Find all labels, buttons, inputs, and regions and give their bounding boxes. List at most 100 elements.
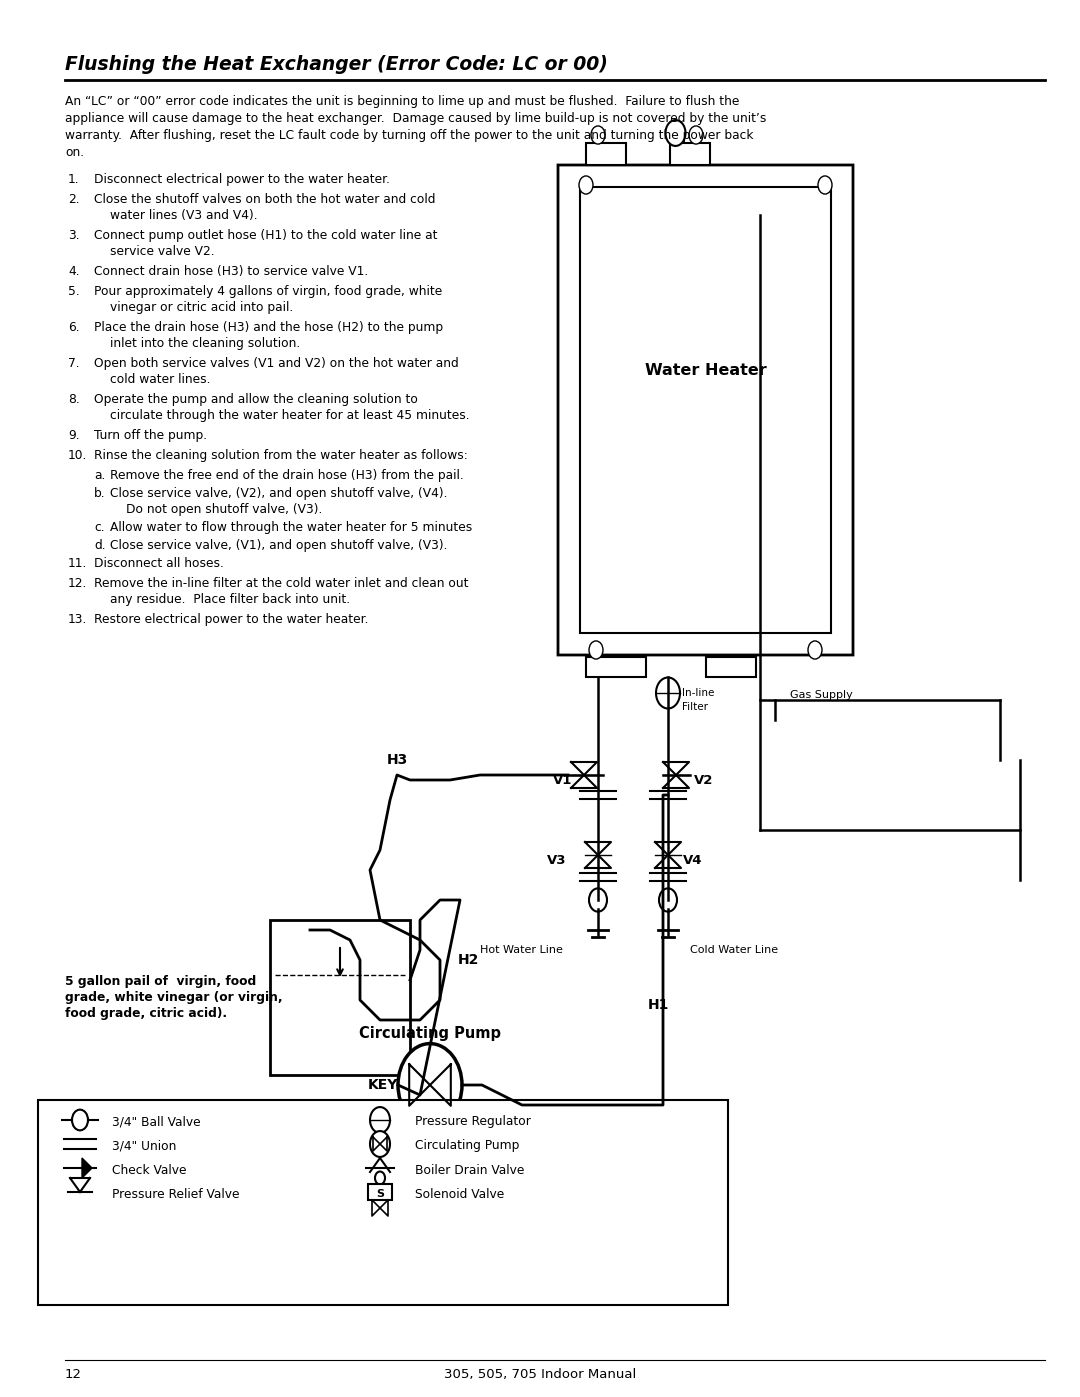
Text: Circulating Pump: Circulating Pump [415, 1140, 519, 1153]
Text: V4: V4 [683, 854, 702, 866]
Text: Connect pump outlet hose (H1) to the cold water line at: Connect pump outlet hose (H1) to the col… [94, 229, 437, 242]
Bar [586, 657, 646, 678]
Text: d.: d. [94, 539, 106, 552]
Bar [580, 187, 831, 633]
Text: 3/4" Union: 3/4" Union [112, 1140, 176, 1153]
Text: Boiler Drain Valve: Boiler Drain Valve [415, 1164, 525, 1176]
Text: Pour approximately 4 gallons of virgin, food grade, white: Pour approximately 4 gallons of virgin, … [94, 285, 442, 298]
Text: V1: V1 [553, 774, 572, 787]
Text: Close the shutoff valves on both the hot water and cold: Close the shutoff valves on both the hot… [94, 193, 435, 205]
Text: Do not open shutoff valve, (V3).: Do not open shutoff valve, (V3). [126, 503, 322, 515]
Text: circulate through the water heater for at least 45 minutes.: circulate through the water heater for a… [110, 409, 470, 422]
Circle shape [665, 120, 686, 145]
Polygon shape [82, 1158, 92, 1178]
Circle shape [589, 641, 603, 659]
Text: Water Heater: Water Heater [645, 363, 767, 379]
Bar [368, 1185, 392, 1200]
Text: vinegar or citric acid into pail.: vinegar or citric acid into pail. [110, 300, 294, 314]
Text: H1: H1 [648, 997, 670, 1011]
Text: Close service valve, (V1), and open shutoff valve, (V3).: Close service valve, (V1), and open shut… [110, 539, 447, 552]
Text: 3/4" Ball Valve: 3/4" Ball Valve [112, 1115, 201, 1129]
Text: appliance will cause damage to the heat exchanger.  Damage caused by lime build-: appliance will cause damage to the heat … [65, 112, 767, 124]
Circle shape [818, 176, 832, 194]
Circle shape [370, 1132, 390, 1157]
Text: 4.: 4. [68, 265, 80, 278]
Text: food grade, citric acid).: food grade, citric acid). [65, 1007, 227, 1020]
Text: grade, white vinegar (or virgin,: grade, white vinegar (or virgin, [65, 990, 283, 1004]
Circle shape [656, 678, 680, 708]
Circle shape [72, 1109, 87, 1130]
Circle shape [375, 1172, 384, 1185]
Text: Remove the free end of the drain hose (H3) from the pail.: Remove the free end of the drain hose (H… [110, 469, 463, 482]
Text: H3: H3 [387, 753, 407, 767]
Text: Pressure Relief Valve: Pressure Relief Valve [112, 1187, 240, 1200]
Text: An “LC” or “00” error code indicates the unit is beginning to lime up and must b: An “LC” or “00” error code indicates the… [65, 95, 740, 108]
Bar [706, 657, 756, 678]
Bar [670, 142, 710, 165]
Bar [586, 142, 626, 165]
Circle shape [589, 888, 607, 912]
Text: any residue.  Place filter back into unit.: any residue. Place filter back into unit… [110, 592, 350, 606]
Circle shape [659, 888, 677, 912]
Text: Circulating Pump: Circulating Pump [359, 1025, 501, 1041]
Text: V3: V3 [546, 854, 566, 866]
Text: c.: c. [94, 521, 105, 534]
Text: 7.: 7. [68, 358, 80, 370]
Text: Allow water to flow through the water heater for 5 minutes: Allow water to flow through the water he… [110, 521, 472, 534]
Circle shape [579, 176, 593, 194]
Text: Connect drain hose (H3) to service valve V1.: Connect drain hose (H3) to service valve… [94, 265, 368, 278]
Bar [270, 921, 410, 1076]
Text: 8.: 8. [68, 393, 80, 407]
Circle shape [399, 1044, 462, 1126]
Text: 11.: 11. [68, 557, 87, 570]
Text: a.: a. [94, 469, 106, 482]
Text: Filter: Filter [681, 703, 708, 712]
Text: V2: V2 [694, 774, 714, 787]
Text: b.: b. [94, 488, 106, 500]
Text: 13.: 13. [68, 613, 87, 626]
Text: water lines (V3 and V4).: water lines (V3 and V4). [110, 210, 258, 222]
Text: Cold Water Line: Cold Water Line [690, 944, 778, 956]
Text: 12: 12 [65, 1368, 82, 1382]
Text: Open both service valves (V1 and V2) on the hot water and: Open both service valves (V1 and V2) on … [94, 358, 459, 370]
Text: Gas Supply: Gas Supply [789, 690, 853, 700]
Text: Disconnect electrical power to the water heater.: Disconnect electrical power to the water… [94, 173, 390, 186]
Text: Hot Water Line: Hot Water Line [480, 944, 563, 956]
Circle shape [591, 126, 605, 144]
Text: KEY: KEY [368, 1078, 399, 1092]
Bar [38, 1099, 728, 1305]
Text: 2.: 2. [68, 193, 80, 205]
Text: In-line: In-line [681, 687, 714, 698]
Text: cold water lines.: cold water lines. [110, 373, 211, 386]
FancyBboxPatch shape [558, 165, 853, 655]
Text: 6.: 6. [68, 321, 80, 334]
Text: Solenoid Valve: Solenoid Valve [415, 1187, 504, 1200]
Text: Turn off the pump.: Turn off the pump. [94, 429, 207, 441]
Text: Remove the in-line filter at the cold water inlet and clean out: Remove the in-line filter at the cold wa… [94, 577, 469, 590]
Text: Rinse the cleaning solution from the water heater as follows:: Rinse the cleaning solution from the wat… [94, 448, 468, 462]
Circle shape [689, 126, 703, 144]
Text: Disconnect all hoses.: Disconnect all hoses. [94, 557, 224, 570]
Circle shape [808, 641, 822, 659]
Text: Pressure Regulator: Pressure Regulator [415, 1115, 531, 1129]
Text: H2: H2 [457, 953, 478, 967]
Text: Restore electrical power to the water heater.: Restore electrical power to the water he… [94, 613, 368, 626]
Text: 5.: 5. [68, 285, 80, 298]
Text: Operate the pump and allow the cleaning solution to: Operate the pump and allow the cleaning … [94, 393, 418, 407]
Text: 9.: 9. [68, 429, 80, 441]
Circle shape [370, 1106, 390, 1133]
Text: 10.: 10. [68, 448, 87, 462]
Text: S: S [376, 1189, 384, 1199]
Text: 5 gallon pail of  virgin, food: 5 gallon pail of virgin, food [65, 975, 256, 988]
Text: warranty.  After flushing, reset the LC fault code by turning off the power to t: warranty. After flushing, reset the LC f… [65, 129, 754, 142]
Text: service valve V2.: service valve V2. [110, 244, 215, 258]
Text: 1.: 1. [68, 173, 80, 186]
Text: Place the drain hose (H3) and the hose (H2) to the pump: Place the drain hose (H3) and the hose (… [94, 321, 443, 334]
Text: Close service valve, (V2), and open shutoff valve, (V4).: Close service valve, (V2), and open shut… [110, 488, 447, 500]
Text: on.: on. [65, 147, 84, 159]
Text: Flushing the Heat Exchanger (Error Code: LC or 00): Flushing the Heat Exchanger (Error Code:… [65, 54, 608, 74]
Text: 305, 505, 705 Indoor Manual: 305, 505, 705 Indoor Manual [444, 1368, 636, 1382]
Text: 3.: 3. [68, 229, 80, 242]
Text: Check Valve: Check Valve [112, 1164, 187, 1176]
Text: inlet into the cleaning solution.: inlet into the cleaning solution. [110, 337, 300, 351]
